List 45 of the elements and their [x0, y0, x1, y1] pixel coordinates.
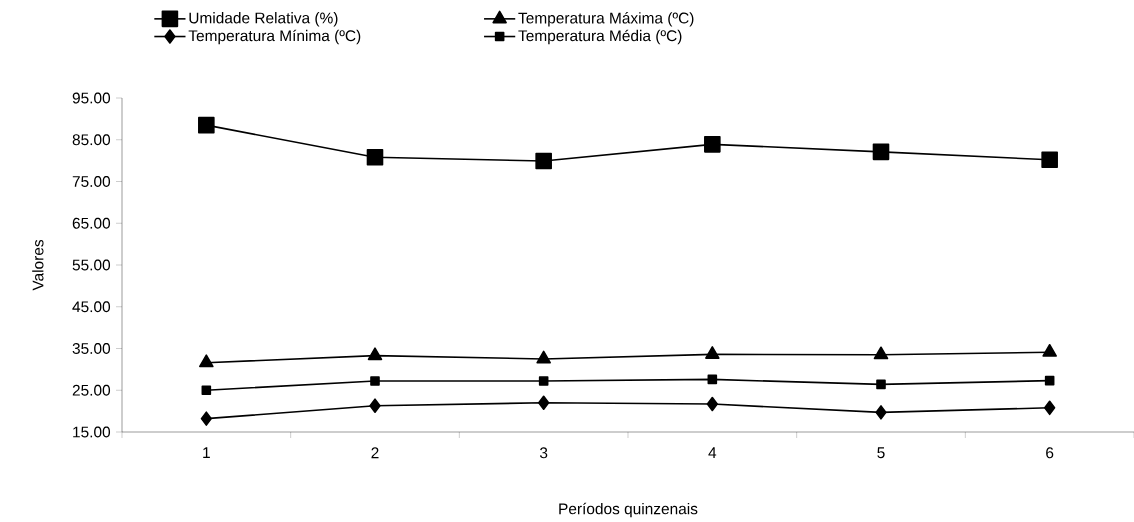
point — [535, 152, 552, 170]
y-tick-label: 75.00 — [72, 176, 111, 187]
x-tick-label: 3 — [539, 447, 548, 459]
point — [1042, 343, 1057, 357]
point — [704, 136, 721, 153]
point — [705, 346, 720, 359]
y-tick-label: 95.00 — [72, 92, 111, 104]
x-tick-label: 6 — [1046, 447, 1054, 459]
point — [1044, 375, 1055, 386]
y-tick-label: 55.00 — [72, 259, 111, 271]
point — [873, 346, 889, 360]
point — [200, 411, 213, 426]
point — [875, 405, 887, 420]
y-tick-label: 45.00 — [72, 301, 111, 313]
point — [366, 148, 384, 166]
point — [536, 350, 551, 364]
y-tick-label: 65.00 — [72, 217, 111, 229]
y-tick-label: 15.00 — [73, 426, 111, 438]
point — [201, 385, 212, 396]
point — [198, 116, 215, 134]
y-tick-label: 85.00 — [72, 134, 111, 146]
point — [1041, 151, 1058, 169]
legend-label: Temperatura Média (ºC) — [518, 29, 682, 45]
point — [872, 143, 890, 161]
x-tick-label: 1 — [203, 447, 210, 458]
legend-label: Umidade Relativa (%) — [189, 12, 338, 27]
point — [876, 379, 886, 390]
point — [199, 354, 214, 368]
point — [538, 376, 549, 386]
point — [706, 396, 718, 412]
x-tick-label: 2 — [371, 447, 379, 459]
x-tick-label: 4 — [708, 447, 717, 458]
x-axis-title: Períodos quinzenais — [559, 502, 698, 518]
y-axis-title: Valores — [32, 239, 44, 291]
point — [367, 347, 383, 361]
x-tick-label: 5 — [877, 447, 885, 459]
point — [370, 376, 380, 386]
legend-label: Temperatura Máxima (ºC) — [518, 12, 694, 27]
point — [707, 374, 718, 385]
point — [1043, 400, 1056, 416]
y-tick-label: 35.00 — [72, 343, 111, 354]
point — [537, 395, 550, 411]
y-tick-label: 25.00 — [72, 384, 111, 396]
point — [369, 398, 381, 413]
legend-label: Temperatura Mínima (ºC) — [188, 29, 361, 45]
